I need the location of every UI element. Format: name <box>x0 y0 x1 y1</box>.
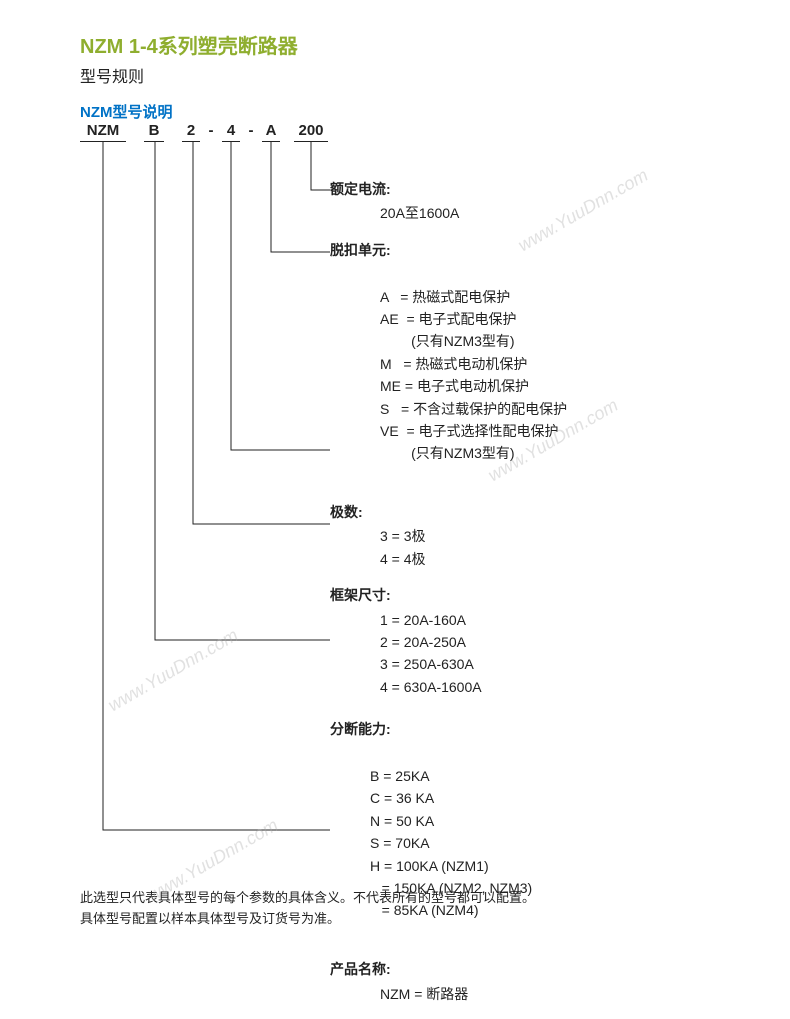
model-code-row: NZM B 2 - 4 - A 200 <box>80 122 328 139</box>
section-body: 1 = 20A-160A 2 = 20A-250A 3 = 250A-630A … <box>330 609 730 699</box>
title-sub: 型号规则 <box>80 63 750 87</box>
section-line: C = 36 KA <box>370 790 434 806</box>
section-frame-size: 框架尺寸: 1 = 20A-160A 2 = 20A-250A 3 = 250A… <box>330 584 730 698</box>
model-part-b: B <box>144 122 164 139</box>
title-desc: NZM型号说明 <box>80 101 750 122</box>
section-title: 分断能力: <box>330 718 730 740</box>
model-part-4: 4 <box>222 122 240 139</box>
section-line: S = 不含过载保护的配电保护 <box>380 401 567 417</box>
section-line: 3 = 3极 <box>380 525 730 547</box>
model-part-text: 4 <box>227 122 235 139</box>
model-part-dash1: - <box>206 122 216 139</box>
section-product-name: 产品名称: NZM = 断路器 <box>330 958 730 1005</box>
section-title: 额定电流: <box>330 178 730 200</box>
model-part-a: A <box>262 122 280 139</box>
model-part-text: NZM <box>87 122 120 139</box>
section-line: VE = 电子式选择性配电保护 <box>380 423 559 439</box>
model-part-text: - <box>209 122 214 139</box>
section-body: 3 = 3极 4 = 4极 <box>330 525 730 570</box>
model-part-2: 2 <box>182 122 200 139</box>
section-line: 1 = 20A-160A <box>380 609 730 631</box>
title-main: NZM 1-4系列塑壳断路器 <box>80 30 750 59</box>
section-line: 2 = 20A-250A <box>380 631 730 653</box>
section-body: A = 热磁式配电保护 AE = 电子式配电保护 (只有NZM3型有) M = … <box>330 263 730 487</box>
section-line: (只有NZM3型有) <box>380 333 515 349</box>
model-part-text: A <box>266 122 277 139</box>
section-line: H = 100KA (NZM1) <box>370 858 489 874</box>
model-part-text: B <box>149 122 160 139</box>
section-line: 4 = 630A-1600A <box>380 676 730 698</box>
footnote-line: 具体型号配置以样本具体型号及订货号为准。 <box>80 909 535 930</box>
model-part-200: 200 <box>294 122 328 139</box>
section-title: 产品名称: <box>330 958 730 980</box>
model-part-dash2: - <box>246 122 256 139</box>
section-line: 20A至1600A <box>380 202 730 224</box>
section-line: S = 70KA <box>370 835 430 851</box>
section-trip-unit: 脱扣单元: A = 热磁式配电保护 AE = 电子式配电保护 (只有NZM3型有… <box>330 239 730 487</box>
section-line: (只有NZM3型有) <box>380 445 515 461</box>
section-line: 4 = 4极 <box>380 548 730 570</box>
watermark: www.YuuDnn.com <box>105 625 242 716</box>
footnote: 此选型只代表具体型号的每个参数的具体含义。不代表所有的型号都可以配置。 具体型号… <box>80 888 535 930</box>
model-part-nzm: NZM <box>80 122 126 139</box>
section-line: N = 50 KA <box>370 813 434 829</box>
section-line: A = 热磁式配电保护 <box>380 289 510 305</box>
model-part-text: 2 <box>187 122 195 139</box>
section-title: 框架尺寸: <box>330 584 730 606</box>
section-line: AE = 电子式配电保护 <box>380 311 517 327</box>
section-title: 脱扣单元: <box>330 239 730 261</box>
section-body: 20A至1600A <box>330 202 730 224</box>
section-line: ME = 电子式电动机保护 <box>380 378 529 394</box>
model-part-text: 200 <box>298 122 323 139</box>
model-part-text: - <box>249 122 254 139</box>
section-rated-current: 额定电流: 20A至1600A <box>330 178 730 225</box>
section-poles: 极数: 3 = 3极 4 = 4极 <box>330 501 730 570</box>
footnote-line: 此选型只代表具体型号的每个参数的具体含义。不代表所有的型号都可以配置。 <box>80 888 535 909</box>
section-title: 极数: <box>330 501 730 523</box>
section-line: 3 = 250A-630A <box>380 653 730 675</box>
section-body: NZM = 断路器 <box>330 983 730 1005</box>
section-line: NZM = 断路器 <box>380 983 730 1005</box>
section-line: M = 热磁式电动机保护 <box>380 356 527 372</box>
section-line: B = 25KA <box>370 768 430 784</box>
